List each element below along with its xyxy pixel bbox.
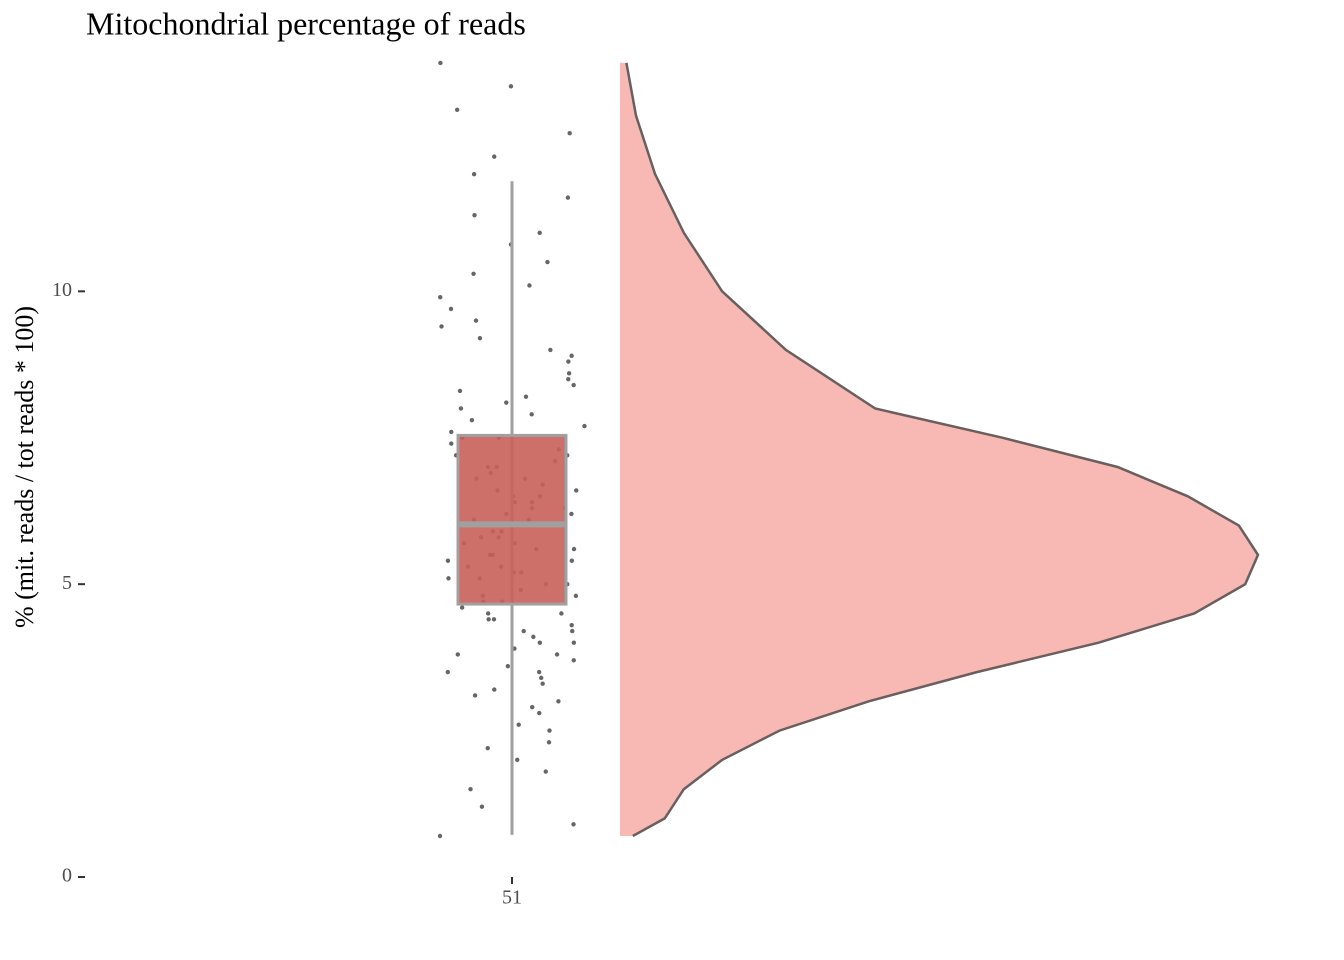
- point: [571, 822, 576, 827]
- y-tick-label: 5: [62, 572, 72, 594]
- point: [438, 60, 443, 66]
- point: [573, 593, 579, 599]
- point: [527, 283, 532, 288]
- point: [508, 84, 514, 89]
- point: [571, 382, 576, 388]
- point: [457, 388, 463, 394]
- point: [505, 663, 511, 669]
- point: [458, 406, 464, 411]
- point: [537, 710, 542, 716]
- density-area: [620, 62, 1258, 837]
- point: [492, 154, 497, 159]
- point: [437, 833, 443, 839]
- point: [582, 423, 587, 429]
- point: [449, 429, 454, 435]
- point: [479, 804, 485, 809]
- point: [485, 611, 491, 616]
- point: [477, 335, 483, 341]
- point: [547, 728, 552, 733]
- point: [571, 640, 577, 645]
- y-axis-label: % (mit. reads / tot reads * 100): [10, 306, 39, 628]
- point: [515, 757, 520, 763]
- point: [530, 704, 535, 710]
- point: [569, 353, 574, 358]
- point: [559, 611, 564, 616]
- point: [472, 693, 478, 698]
- point: [492, 687, 497, 692]
- point: [446, 576, 451, 581]
- point: [486, 617, 491, 622]
- point: [471, 172, 477, 177]
- point: [485, 745, 490, 751]
- point: [569, 558, 575, 563]
- point: [570, 628, 575, 634]
- point: [445, 558, 451, 563]
- point: [472, 213, 477, 218]
- point: [471, 271, 476, 276]
- chart-title: Mitochondrial percentage of reads: [86, 5, 526, 41]
- point: [548, 347, 553, 353]
- point: [468, 786, 473, 792]
- point: [491, 617, 497, 622]
- point: [448, 306, 454, 312]
- y-tick-label: 0: [62, 865, 72, 887]
- point: [566, 359, 571, 364]
- point: [459, 605, 465, 610]
- point: [543, 769, 548, 774]
- point: [567, 131, 572, 136]
- point: [566, 376, 571, 382]
- point: [539, 675, 544, 681]
- point: [565, 195, 571, 200]
- point: [556, 699, 561, 704]
- point: [569, 622, 574, 628]
- point: [439, 324, 444, 329]
- point: [469, 417, 475, 423]
- point: [569, 511, 574, 517]
- point: [546, 740, 552, 745]
- point: [516, 722, 521, 727]
- point: [504, 400, 509, 405]
- box: [456, 433, 568, 606]
- point: [571, 546, 577, 552]
- point: [545, 259, 550, 265]
- point: [445, 669, 451, 675]
- point: [574, 488, 579, 493]
- point: [531, 634, 536, 640]
- point: [455, 652, 461, 657]
- y-tick-label: 10: [52, 279, 72, 301]
- point: [554, 652, 560, 657]
- x-tick-label: 51: [502, 887, 522, 909]
- density-curve: [625, 62, 1260, 838]
- point: [473, 318, 479, 323]
- point: [523, 394, 529, 399]
- point: [566, 371, 572, 376]
- point: [537, 230, 542, 235]
- point: [537, 640, 543, 645]
- point: [449, 441, 454, 446]
- point: [571, 658, 576, 663]
- point: [438, 294, 443, 300]
- point: [540, 681, 545, 686]
- point: [521, 628, 526, 634]
- point: [529, 412, 534, 417]
- point: [536, 669, 542, 675]
- point: [454, 107, 460, 112]
